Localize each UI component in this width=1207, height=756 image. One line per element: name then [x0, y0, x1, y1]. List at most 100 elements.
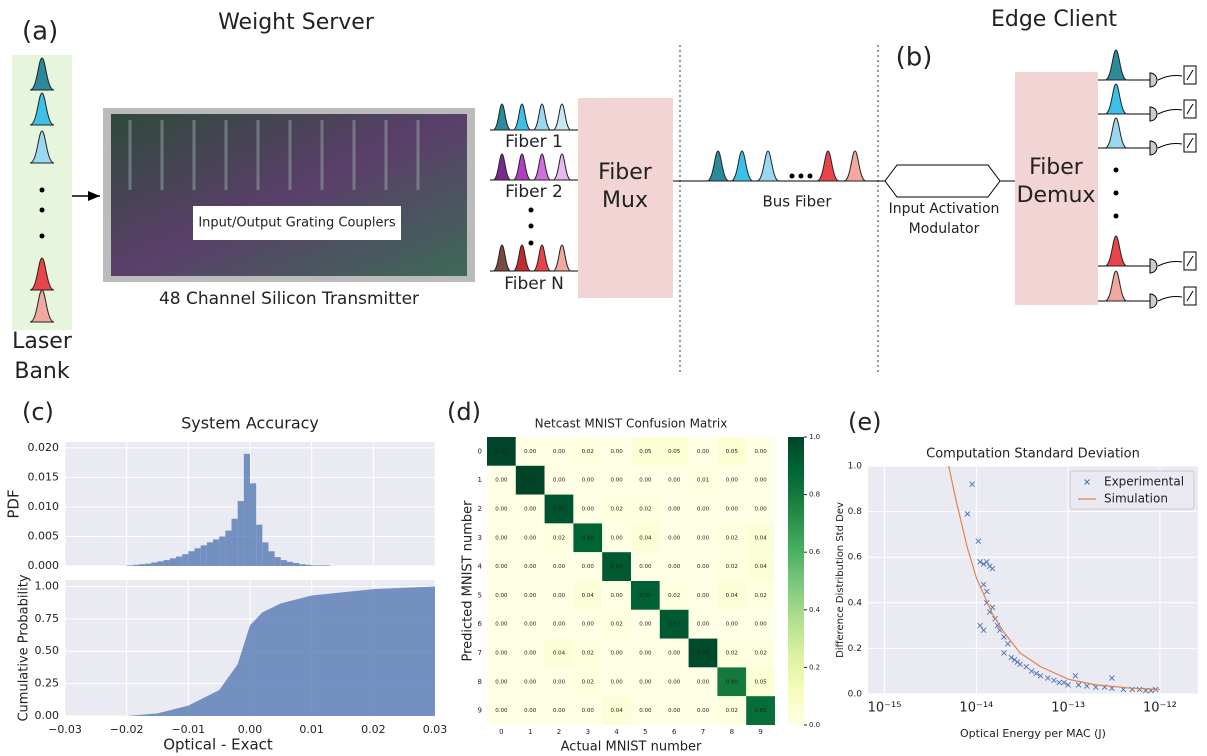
readout-mark	[1186, 103, 1194, 115]
cell	[487, 437, 516, 466]
cell-label: 0.02	[610, 507, 622, 513]
chart-title: Computation Standard Deviation	[926, 447, 1140, 462]
bar	[280, 560, 287, 566]
cell	[717, 552, 747, 581]
bar	[268, 551, 275, 566]
cell	[573, 609, 603, 639]
cell	[717, 609, 747, 639]
dot	[789, 173, 795, 179]
cell	[573, 465, 603, 495]
point	[1084, 683, 1090, 689]
cell-label: 0.00	[553, 478, 566, 484]
cell-label: 0.00	[697, 564, 710, 570]
cell-label: 0.02	[726, 708, 738, 714]
y-tick-label: 8	[478, 678, 482, 686]
demux-box	[1015, 72, 1098, 305]
pulse	[29, 257, 55, 291]
cell	[602, 667, 631, 697]
cell-label: 0.00	[697, 449, 710, 455]
cell	[746, 667, 775, 697]
cell-label: 0.90	[639, 593, 652, 599]
label: Mux	[602, 188, 648, 213]
bar	[262, 542, 269, 566]
label: Demux	[1017, 183, 1096, 208]
cell-label: 0.00	[495, 507, 508, 513]
cell-label: 0.00	[524, 535, 537, 541]
point	[1033, 670, 1040, 677]
bar	[151, 562, 158, 566]
bar	[176, 556, 183, 566]
dot	[528, 223, 534, 229]
cell	[573, 638, 603, 668]
y-axis-label: Difference Distribution Std Dev	[835, 502, 846, 658]
label: Input/Output Grating Couplers	[198, 216, 396, 231]
point	[1051, 677, 1057, 684]
x-axis-label: Actual MNIST number	[561, 740, 702, 755]
y-tick-label: 1.00	[35, 579, 60, 592]
legend-label: Simulation	[1104, 492, 1168, 506]
cell	[688, 696, 718, 725]
cell	[573, 696, 603, 725]
point	[983, 558, 990, 565]
cell	[544, 638, 574, 668]
cell-label: 0.04	[610, 708, 623, 714]
cell	[515, 523, 545, 553]
chart-title: System Accuracy	[181, 414, 319, 433]
cell	[487, 609, 516, 639]
point	[1037, 672, 1044, 679]
label: Bank	[14, 359, 70, 384]
cell	[487, 638, 516, 668]
cell	[688, 609, 718, 639]
cell	[746, 465, 775, 495]
cell	[688, 581, 718, 610]
cell	[659, 465, 689, 495]
cell	[515, 696, 545, 725]
cell-label: 0.04	[553, 651, 566, 657]
cell	[659, 638, 689, 668]
bar	[219, 536, 226, 566]
cell	[544, 667, 574, 697]
dot	[39, 207, 45, 213]
x-tick-label: 2	[557, 728, 561, 736]
bar	[324, 565, 331, 566]
cell-label: 0.89	[582, 535, 595, 541]
cell-label: 0.00	[524, 593, 537, 599]
label: Laser	[12, 329, 73, 354]
cell	[487, 667, 516, 697]
point	[1075, 682, 1082, 688]
cell	[487, 696, 516, 725]
cell-label: 0.05	[754, 679, 767, 685]
cell	[717, 494, 747, 524]
cell-label: 0.02	[668, 593, 680, 599]
pulse	[552, 153, 572, 181]
bar	[305, 564, 312, 566]
bar	[237, 501, 244, 566]
point	[1004, 641, 1011, 647]
cell-label: 0.98	[697, 651, 710, 657]
cell-label: 0.02	[582, 651, 594, 657]
cell	[631, 696, 660, 725]
cell-label: 0.02	[610, 622, 622, 628]
cell	[602, 696, 631, 725]
cell-label: 0.00	[524, 708, 537, 714]
cell	[659, 523, 689, 553]
label: Fiber 1	[505, 132, 563, 152]
point	[980, 627, 987, 633]
cell-label: 0.00	[495, 651, 508, 657]
cell-label: 0.00	[582, 708, 595, 714]
cell-label: 0.00	[582, 478, 595, 484]
pulse	[492, 103, 512, 131]
colorbar-label: 0.2	[809, 663, 820, 671]
x-tick-label: −0.02	[110, 723, 144, 736]
cell-label: 0.00	[553, 564, 566, 570]
cell-label: 0.00	[610, 679, 623, 685]
cell-label: 0.00	[524, 507, 537, 513]
x-tick-label: 1	[528, 728, 532, 736]
cell-label: 0.00	[495, 478, 508, 484]
cell	[746, 638, 775, 668]
point	[980, 581, 987, 588]
cell	[688, 667, 718, 697]
dot	[39, 233, 45, 239]
cell	[746, 581, 775, 610]
y-tick-label: 0.020	[28, 441, 60, 454]
